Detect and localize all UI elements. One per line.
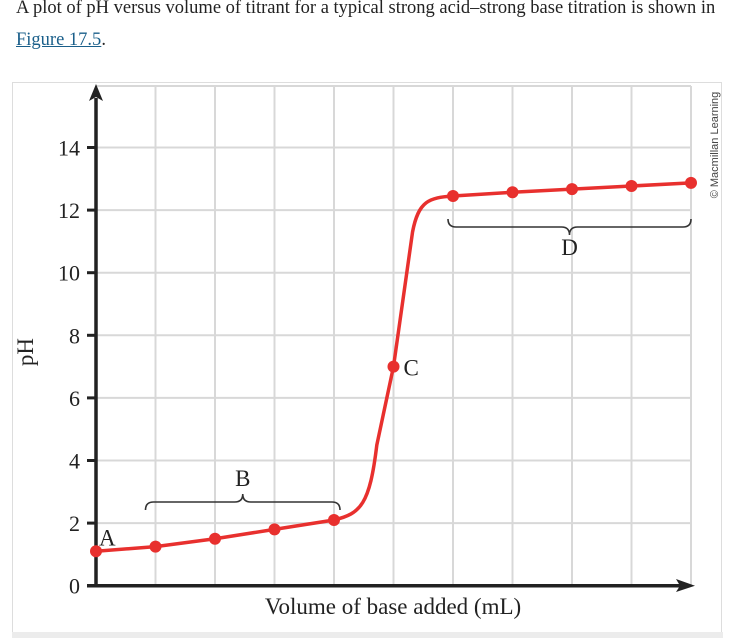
figure-caption-bar [12, 632, 723, 638]
point-label-a: A [99, 525, 116, 550]
y-tick-label: 2 [69, 511, 80, 536]
region-brace [447, 218, 692, 236]
grid [96, 85, 692, 585]
y-axis-label: pH [13, 338, 38, 366]
intro-period: . [101, 30, 106, 50]
data-point [149, 540, 162, 553]
x-axis-label: Volume of base added (mL) [265, 594, 521, 619]
y-ticks: 0 2 4 6 8 10 12 14 [58, 136, 96, 599]
data-point [268, 523, 281, 536]
data-point [506, 186, 519, 199]
intro-paragraph: A plot of pH versus volume of titrant fo… [16, 0, 726, 56]
y-tick-label: 8 [69, 323, 80, 348]
figure-link[interactable]: Figure 17.5 [16, 30, 102, 50]
data-point [209, 532, 221, 545]
x-axis-arrow-icon [676, 579, 695, 592]
braces: BD [144, 218, 692, 511]
y-tick-label: 14 [58, 136, 80, 161]
region-label-b: B [235, 466, 250, 491]
intro-text: A plot of pH versus volume of titrant fo… [16, 0, 716, 18]
copyright-credit: © Macmillan Learning [709, 92, 721, 199]
data-point [685, 176, 697, 189]
data-point [625, 179, 638, 192]
point-label-c: C [404, 356, 419, 381]
y-tick-label: 6 [69, 386, 80, 411]
axes [87, 84, 695, 592]
y-tick-label: 10 [58, 261, 80, 286]
data-point [90, 545, 102, 558]
y-tick-label: 4 [69, 449, 80, 474]
y-tick-label: 12 [58, 198, 80, 223]
figure-container [12, 82, 722, 632]
region-label-d: D [561, 235, 578, 260]
data-point [447, 190, 459, 203]
y-tick-label: 0 [69, 574, 80, 599]
region-brace [144, 493, 341, 511]
data-point [328, 513, 340, 526]
points: AC [90, 176, 697, 558]
data-point [566, 183, 578, 196]
y-axis-arrow-icon [89, 84, 103, 101]
data-point [387, 360, 400, 373]
